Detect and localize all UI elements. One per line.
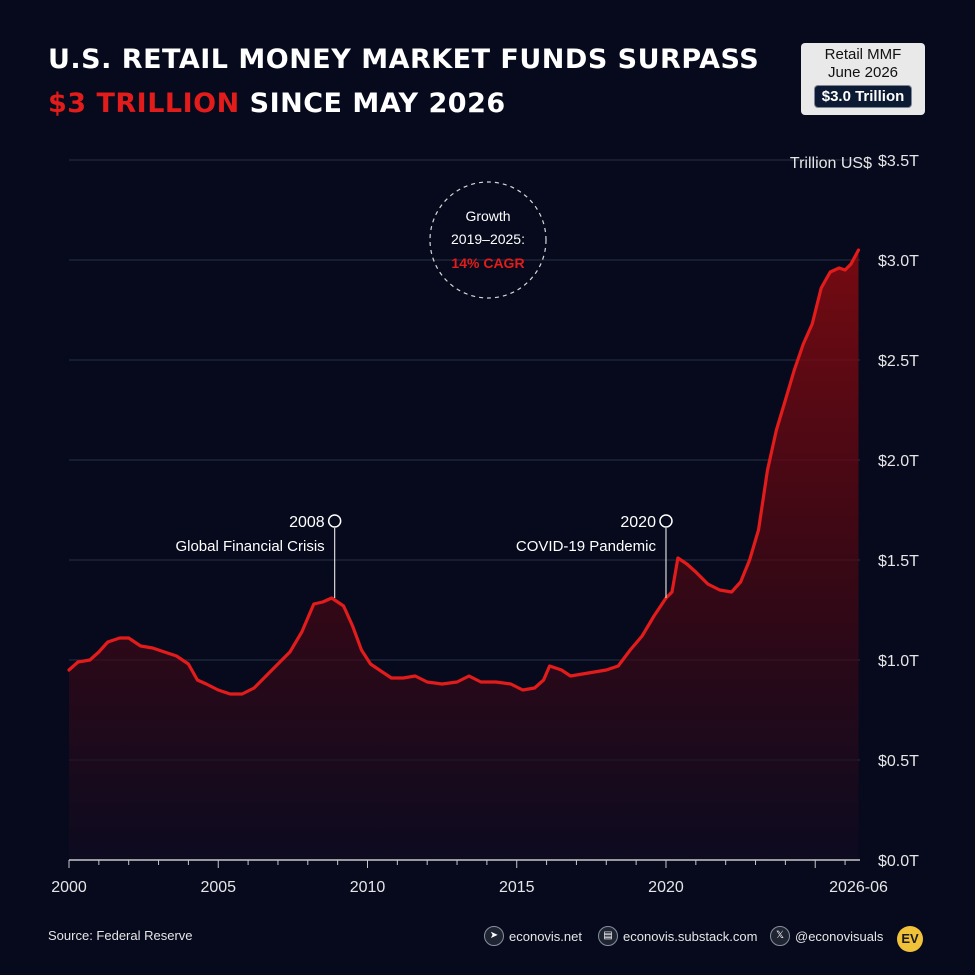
title-line-1: U.S. RETAIL MONEY MARKET FUNDS SURPASS bbox=[48, 44, 760, 75]
website-text: econovis.net bbox=[509, 928, 582, 944]
growth-line-2: 2019–2025: bbox=[451, 231, 525, 247]
ev-logo: EV bbox=[897, 926, 923, 952]
y-tick-label: $3.5T bbox=[878, 153, 919, 170]
twitter-text: @econovisuals bbox=[795, 928, 884, 944]
growth-callout: Growth 2019–2025: 14% CAGR bbox=[429, 181, 547, 299]
y-axis: $0.0T $0.5T $1.0T $1.5T $2.0T $2.5T $3.0T $3.5T bbox=[878, 153, 919, 870]
y-axis-label: Trillion US$ bbox=[790, 155, 872, 172]
substack-text: econovis.substack.com bbox=[623, 928, 758, 944]
y-tick-label: $1.5T bbox=[878, 553, 919, 570]
annotations: 2008 Global Financial Crisis 2020 COVID-19 … bbox=[175, 514, 673, 598]
chart-title: U.S. RETAIL MONEY MARKET FUNDS SURPASS $… bbox=[48, 38, 759, 126]
x-tick-label: 2005 bbox=[200, 879, 236, 896]
annotation-label: COVID-19 Pandemic bbox=[516, 538, 657, 555]
cursor-icon: ➤ bbox=[484, 926, 504, 946]
x-tick-label: 2015 bbox=[499, 879, 535, 896]
series-line bbox=[67, 248, 861, 696]
latest-value-badge: Retail MMF June 2026 $3.0 Trillion bbox=[801, 43, 925, 115]
y-tick-label: $2.0T bbox=[878, 453, 919, 470]
source-note: Source: Federal Reserve bbox=[48, 928, 193, 943]
substack-icon: ▤ bbox=[598, 926, 618, 946]
y-tick-label: $0.5T bbox=[878, 753, 919, 770]
x-tick-label: 2026-06 bbox=[829, 879, 888, 896]
growth-line-1: Growth bbox=[465, 208, 510, 224]
badge-line-1: Retail MMF bbox=[824, 46, 902, 63]
x-logo-icon: 𝕏 bbox=[770, 926, 790, 946]
x-tick-label: 2010 bbox=[350, 879, 386, 896]
annotation-year: 2008 bbox=[289, 514, 325, 531]
y-tick-label: $0.0T bbox=[878, 853, 919, 870]
substack-link[interactable]: ▤ econovis.substack.com bbox=[598, 926, 757, 946]
title-accent: $3 TRILLION bbox=[48, 88, 240, 119]
annotation-label: Global Financial Crisis bbox=[175, 538, 324, 555]
x-tick-label: 2000 bbox=[51, 879, 87, 896]
website-link[interactable]: ➤ econovis.net bbox=[484, 926, 582, 946]
x-axis: 2000 2005 2010 2015 2020 2026-06 bbox=[51, 859, 888, 896]
y-tick-label: $1.0T bbox=[878, 653, 919, 670]
badge-value: $3.0 Trillion bbox=[813, 85, 913, 108]
title-line-2-rest: SINCE MAY 2026 bbox=[239, 88, 506, 119]
annotation-marker bbox=[327, 514, 342, 528]
growth-line-3: 14% CAGR bbox=[451, 255, 524, 271]
x-tick-label: 2020 bbox=[648, 879, 684, 896]
annotation-marker bbox=[659, 514, 673, 528]
title-line-2: $3 TRILLION SINCE MAY 2026 bbox=[48, 82, 759, 126]
badge-line-2: June 2026 bbox=[827, 64, 899, 81]
twitter-link[interactable]: 𝕏 @econovisuals bbox=[770, 926, 883, 946]
y-tick-label: $3.0T bbox=[878, 253, 919, 270]
area-fill bbox=[69, 250, 859, 860]
annotation-year: 2020 bbox=[620, 514, 656, 531]
y-tick-label: $2.5T bbox=[878, 353, 919, 370]
